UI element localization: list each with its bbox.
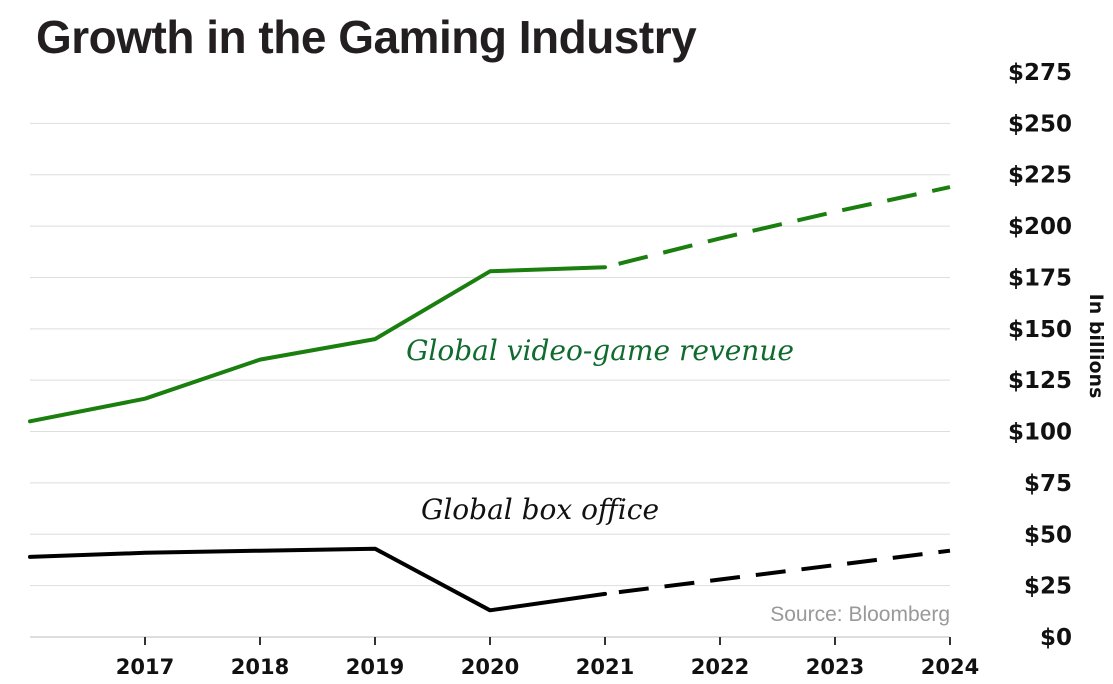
x-tick-label: 2022 [691,655,749,679]
y-tick-label: $250 [1008,111,1072,137]
y-tick-label: $125 [1008,368,1072,394]
y-tick-label: $150 [1008,317,1072,343]
x-tick-label: 2023 [806,655,864,679]
video-game-actual-line [28,265,607,424]
box-office-series-label: Global box office [421,493,659,526]
video-game-forecast-line [604,185,951,270]
y-tick-label: $50 [1024,522,1072,548]
series-labels: Global video-game revenue Global box offi… [406,334,794,526]
y-axis-ticks: $0 $25 $50 $75 $100 $125 $150 $175 $200 $225 $250 $… [1008,60,1072,651]
x-tick-label: 2017 [116,655,174,679]
y-tick-label: $175 [1008,265,1072,291]
y-tick-label: $0 [1040,625,1072,651]
gridlines [30,122,950,638]
video-game-series-label: Global video-game revenue [406,334,794,367]
x-tick-label: 2021 [576,655,634,679]
x-axis-ticks: 2017 2018 2019 2020 2021 2022 2023 2024 [116,637,979,679]
box-office-actual-line [28,546,607,613]
series-lines [28,185,951,613]
box-office-forecast-line [604,548,951,596]
y-tick-label: $100 [1008,420,1072,446]
x-tick-label: 2019 [346,655,404,679]
y-tick-label: $200 [1008,214,1072,240]
y-tick-label: $75 [1024,471,1072,497]
y-tick-label: $25 [1024,574,1072,600]
y-tick-label: $225 [1008,163,1072,189]
y-axis-unit-label: In billions [1085,294,1107,399]
x-tick-label: 2018 [231,655,289,679]
source-note: Source: Bloomberg [770,603,950,626]
chart-title: Growth in the Gaming Industry [36,11,697,63]
y-tick-label: $275 [1008,60,1072,86]
x-tick-label: 2020 [461,655,519,679]
x-tick-label: 2024 [921,655,979,679]
